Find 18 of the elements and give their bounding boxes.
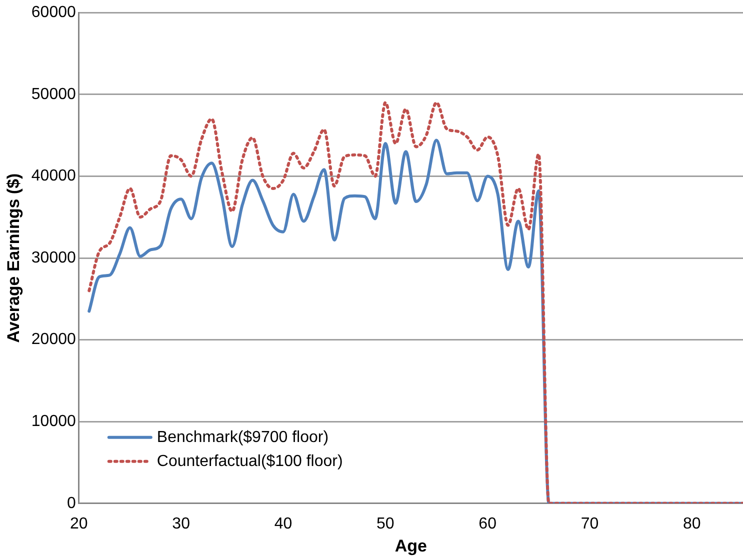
x-tick-label: 80 [683, 515, 701, 532]
x-tick-label: 50 [376, 515, 394, 532]
y-tick-label: 60000 [31, 4, 76, 22]
y-tick-label: 50000 [31, 86, 76, 103]
y-tick-label: 40000 [31, 168, 76, 185]
x-tick-label: 30 [172, 515, 190, 532]
x-tick-label: 60 [478, 515, 497, 532]
y-axis-title: Average Earnings ($) [4, 173, 23, 343]
y-tick-label: 30000 [31, 249, 76, 266]
y-tick-label: 10000 [31, 413, 76, 430]
y-tick-label: 20000 [31, 331, 76, 348]
legend-label: Counterfactual($100 floor) [156, 452, 343, 470]
x-tick-label: 20 [70, 515, 88, 532]
y-tick-label: 0 [66, 494, 76, 512]
x-tick-label: 40 [274, 515, 292, 532]
legend-label: Benchmark($9700 floor) [156, 428, 329, 446]
x-axis-title: Age [394, 536, 428, 556]
x-tick-label: 70 [580, 515, 599, 532]
